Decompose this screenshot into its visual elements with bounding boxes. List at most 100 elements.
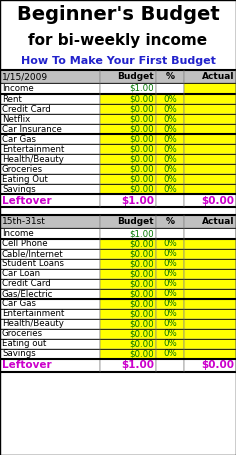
Bar (156, 259, 184, 269)
Text: $0.00: $0.00 (129, 329, 154, 339)
Bar (156, 134, 184, 144)
Bar (100, 329, 156, 339)
Text: $0.00: $0.00 (201, 360, 234, 370)
Bar (0, 164, 100, 174)
Bar (184, 114, 236, 124)
Text: 0%: 0% (163, 289, 177, 298)
Text: $0.00: $0.00 (129, 175, 154, 183)
Bar (0, 319, 100, 329)
Text: Car Gas: Car Gas (2, 135, 36, 143)
Text: $0.00: $0.00 (129, 319, 154, 329)
Bar (100, 215, 156, 228)
Text: $0.00: $0.00 (129, 289, 154, 298)
Text: Netflix: Netflix (2, 115, 30, 123)
Text: $0.00: $0.00 (129, 339, 154, 349)
Text: Credit Card: Credit Card (2, 105, 51, 113)
Text: $0.00: $0.00 (129, 184, 154, 193)
Text: 0%: 0% (163, 184, 177, 193)
Bar (184, 339, 236, 349)
Bar (100, 319, 156, 329)
Text: Leftover: Leftover (2, 196, 52, 206)
Text: 0%: 0% (163, 239, 177, 248)
Bar (0, 194, 100, 207)
Bar (156, 154, 184, 164)
Text: Health/Beauty: Health/Beauty (2, 319, 64, 329)
Bar (184, 319, 236, 329)
Text: Budget: Budget (117, 217, 154, 226)
Bar (100, 239, 156, 249)
Bar (100, 309, 156, 319)
Bar (184, 83, 236, 94)
Bar (100, 184, 156, 194)
Text: 0%: 0% (163, 349, 177, 359)
Text: $0.00: $0.00 (129, 249, 154, 258)
Bar (0, 329, 100, 339)
Text: Savings: Savings (2, 349, 36, 359)
Text: Savings: Savings (2, 184, 36, 193)
Text: $0.00: $0.00 (129, 145, 154, 153)
Bar (156, 279, 184, 289)
Bar (156, 239, 184, 249)
Bar (0, 215, 100, 228)
Bar (100, 359, 156, 372)
Bar (0, 144, 100, 154)
Bar (0, 94, 100, 104)
Bar (0, 239, 100, 249)
Bar (100, 269, 156, 279)
Bar (0, 0, 236, 70)
Text: $0.00: $0.00 (129, 165, 154, 173)
Bar (156, 184, 184, 194)
Text: $0.00: $0.00 (129, 135, 154, 143)
Bar (0, 339, 100, 349)
Text: Rent: Rent (2, 95, 22, 103)
Bar (156, 228, 184, 239)
Text: for bi-weekly income: for bi-weekly income (28, 34, 208, 49)
Bar (100, 114, 156, 124)
Text: $0.00: $0.00 (129, 155, 154, 163)
Bar (156, 289, 184, 299)
Text: Health/Beauty: Health/Beauty (2, 155, 64, 163)
Text: Car Loan: Car Loan (2, 269, 40, 278)
Text: Gas/Electric: Gas/Electric (2, 289, 53, 298)
Bar (184, 194, 236, 207)
Bar (0, 154, 100, 164)
Bar (184, 359, 236, 372)
Text: 0%: 0% (163, 145, 177, 153)
Text: Credit Card: Credit Card (2, 279, 51, 288)
Bar (0, 184, 100, 194)
Bar (184, 239, 236, 249)
Bar (0, 104, 100, 114)
Text: Student Loans: Student Loans (2, 259, 64, 268)
Text: Eating out: Eating out (2, 339, 46, 349)
Bar (156, 164, 184, 174)
Text: Beginner's Budget: Beginner's Budget (17, 5, 219, 25)
Bar (100, 259, 156, 269)
Bar (156, 70, 184, 83)
Bar (100, 134, 156, 144)
Text: $0.00: $0.00 (129, 105, 154, 113)
Bar (100, 164, 156, 174)
Bar (156, 309, 184, 319)
Bar (156, 174, 184, 184)
Text: $1.00: $1.00 (129, 229, 154, 238)
Bar (184, 94, 236, 104)
Text: $0.00: $0.00 (129, 259, 154, 268)
Text: Actual: Actual (202, 72, 234, 81)
Text: 0%: 0% (163, 175, 177, 183)
Bar (0, 134, 100, 144)
Bar (0, 114, 100, 124)
Text: 0%: 0% (163, 329, 177, 339)
Text: $1.00: $1.00 (129, 84, 154, 93)
Bar (184, 144, 236, 154)
Bar (100, 279, 156, 289)
Bar (184, 215, 236, 228)
Bar (156, 215, 184, 228)
Bar (0, 259, 100, 269)
Text: %: % (165, 72, 174, 81)
Bar (0, 70, 100, 83)
Bar (184, 349, 236, 359)
Bar (100, 70, 156, 83)
Bar (156, 269, 184, 279)
Text: Cable/Internet: Cable/Internet (2, 249, 64, 258)
Text: $0.00: $0.00 (129, 95, 154, 103)
